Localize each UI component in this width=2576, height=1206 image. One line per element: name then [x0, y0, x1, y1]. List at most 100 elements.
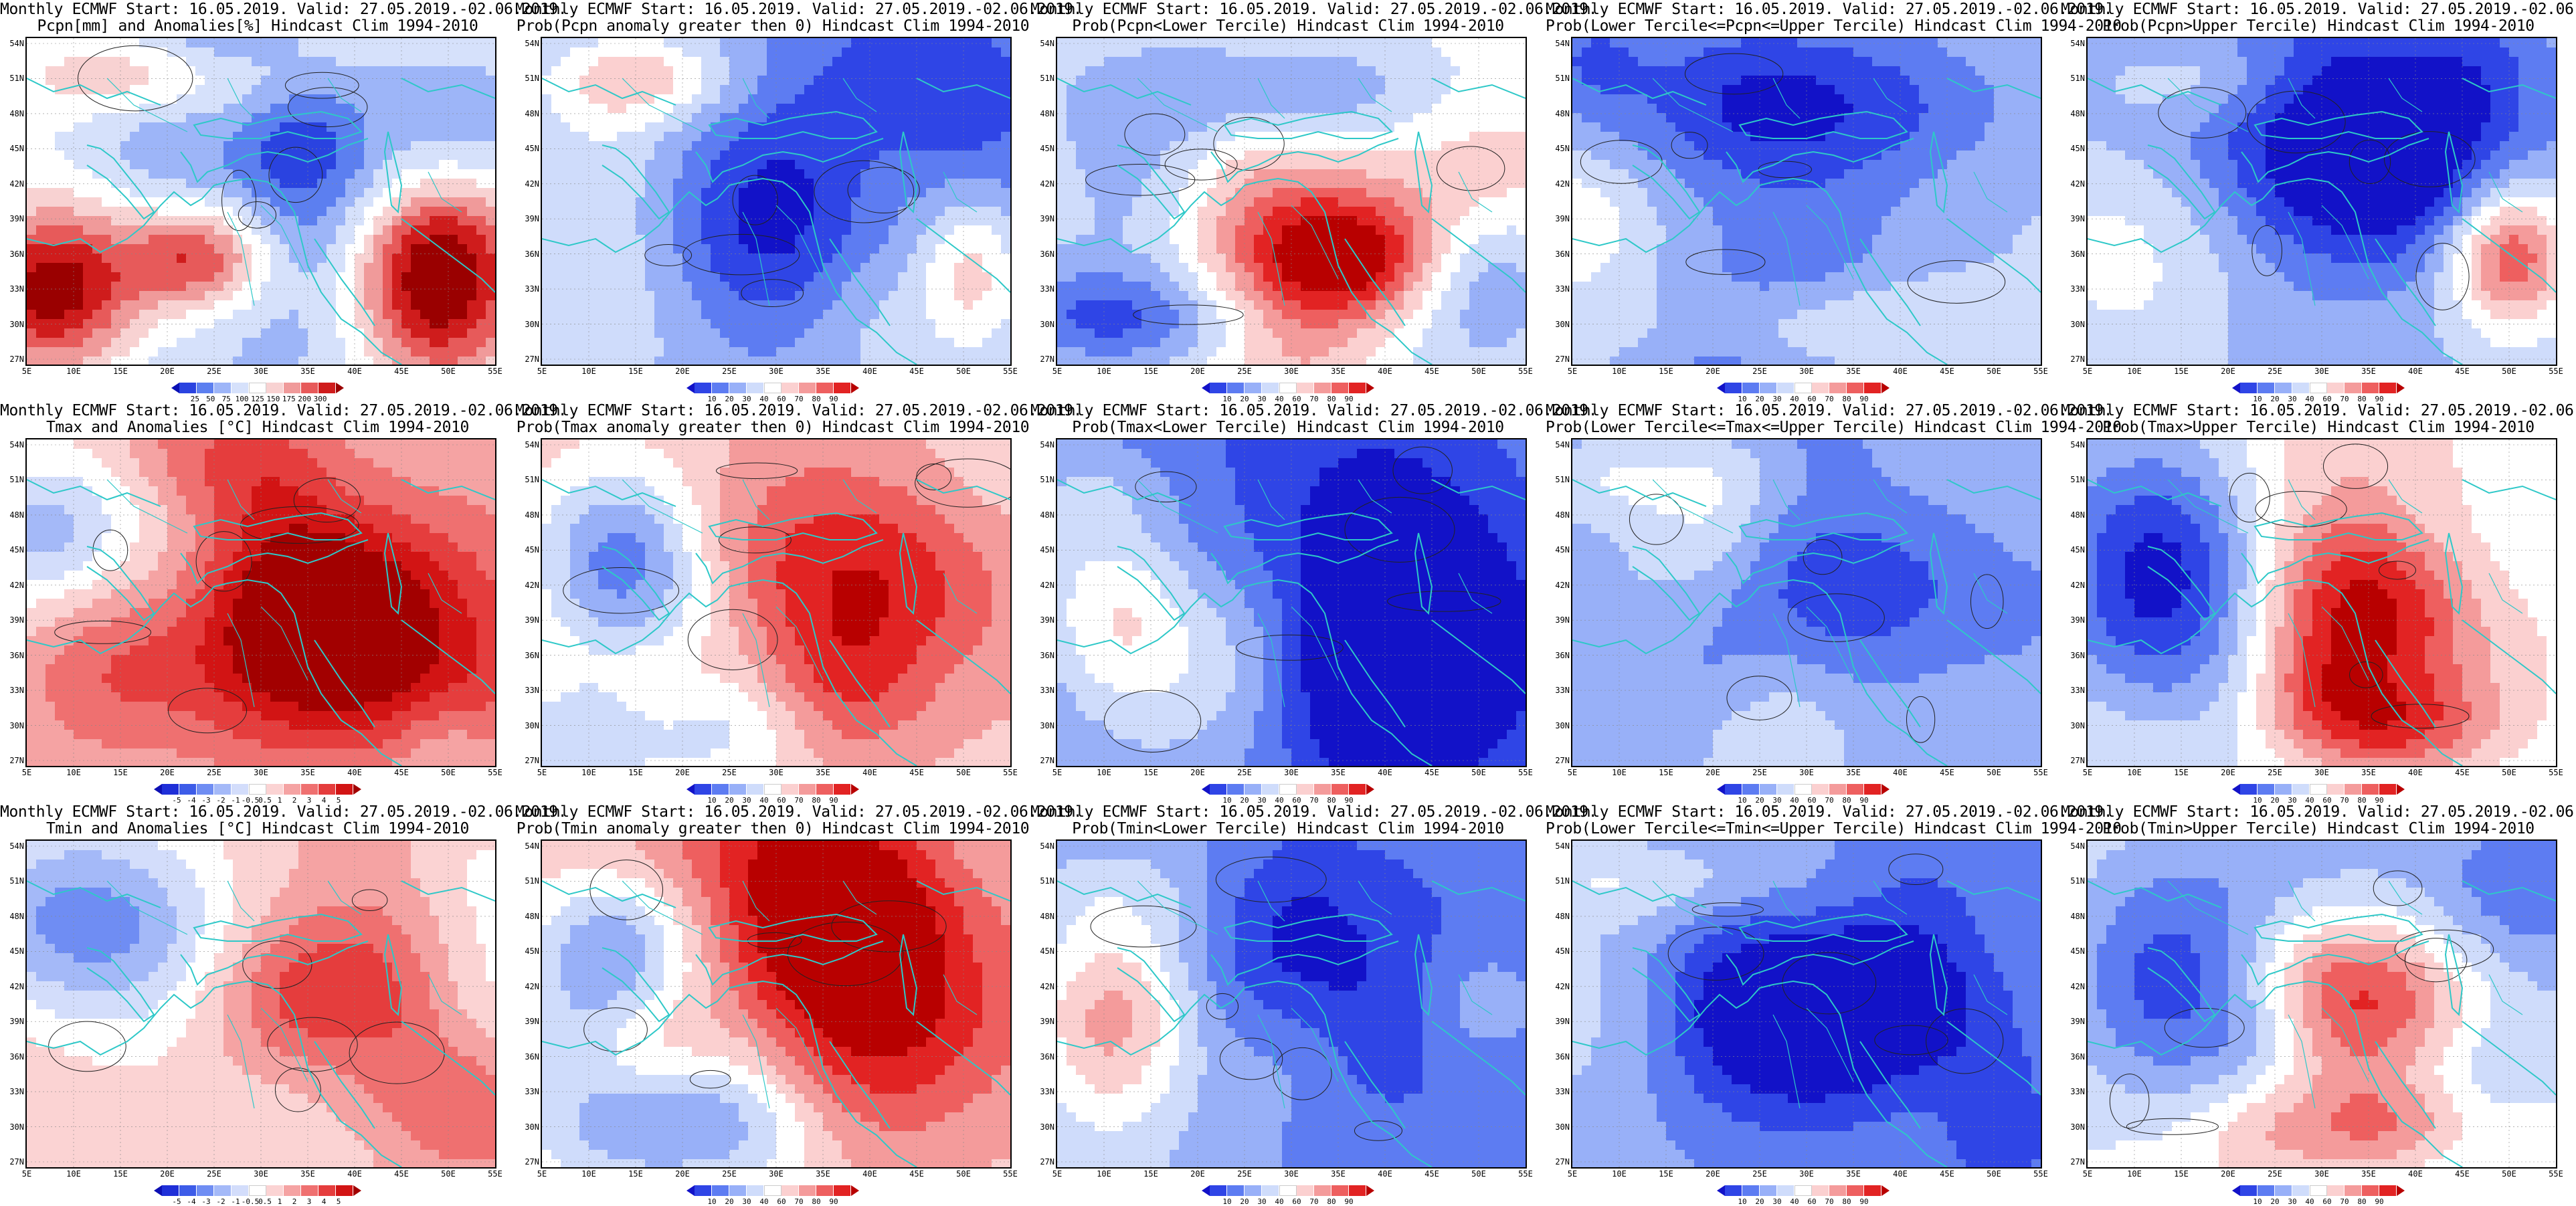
colorbar-swatch [695, 383, 712, 393]
colorbar [154, 1185, 361, 1196]
colorbar-swatch [284, 1185, 301, 1196]
lon-label: 20E [2215, 367, 2241, 376]
lat-label: 30N [519, 1122, 539, 1132]
lat-label: 42N [4, 581, 24, 590]
forecast-panel: Monthly ECMWF Start: 16.05.2019. Valid: … [515, 803, 1030, 1204]
colorbar-swatch [2292, 784, 2310, 795]
forecast-map [541, 839, 1012, 1169]
lat-label: 33N [519, 686, 539, 695]
forecast-map [541, 438, 1012, 767]
lat-label: 45N [1034, 545, 1054, 555]
colorbar-swatch [1314, 784, 1331, 795]
map-field [1572, 38, 2041, 365]
lon-label: 10E [1606, 1169, 1633, 1179]
lon-label: 10E [60, 1169, 87, 1179]
lon-label: 50E [1465, 1169, 1492, 1179]
lat-label: 30N [519, 721, 539, 730]
lat-label: 54N [1550, 39, 1570, 48]
lat-label: 48N [1550, 510, 1570, 520]
lat-label: 42N [519, 581, 539, 590]
lat-label: 27N [1550, 1157, 1570, 1167]
lat-label: 51N [519, 475, 539, 484]
lon-label: 45E [388, 1169, 415, 1179]
lon-label: 40E [2402, 367, 2429, 376]
lon-label: 5E [2074, 768, 2101, 777]
colorbar-swatch [1864, 383, 1881, 393]
lon-label: 10E [60, 768, 87, 777]
lon-label: 55E [2027, 367, 2054, 376]
colorbar-swatch [799, 1185, 816, 1196]
colorbar-swatch [284, 383, 301, 393]
lon-label: 5E [1044, 1169, 1071, 1179]
lon-label: 10E [2121, 1169, 2148, 1179]
colorbar-max-arrow [851, 784, 859, 795]
colorbar-swatch [764, 1185, 781, 1196]
lon-label: 50E [1465, 367, 1492, 376]
colorbar-swatch [1331, 784, 1349, 795]
panel-title-line2: Prob(Pcpn anomaly greater then 0) Hindca… [515, 18, 1030, 35]
colorbar-swatch [2362, 1185, 2379, 1196]
lon-label: 30E [248, 367, 274, 376]
map-field [27, 38, 495, 365]
colorbar-swatch [1742, 383, 1760, 393]
colorbar-max-arrow [1366, 383, 1374, 393]
forecast-panel: Monthly ECMWF Start: 16.05.2019. Valid: … [1546, 0, 2061, 401]
lat-label: 42N [2065, 982, 2085, 991]
map-field [1572, 439, 2041, 766]
lat-label: 45N [2065, 144, 2085, 153]
map-field [542, 38, 1010, 365]
lon-label: 5E [1044, 367, 1071, 376]
lon-label: 25E [1746, 768, 1773, 777]
lon-label: 50E [2496, 768, 2522, 777]
colorbar-swatch [2327, 1185, 2344, 1196]
lon-label: 20E [1184, 1169, 1211, 1179]
lon-label: 25E [716, 1169, 743, 1179]
colorbar-max-arrow [353, 784, 361, 795]
lon-label: 40E [341, 768, 368, 777]
forecast-map [2086, 438, 2557, 767]
lon-label: 5E [2074, 1169, 2101, 1179]
lon-label: 15E [2168, 1169, 2195, 1179]
colorbar-swatch [1812, 383, 1829, 393]
lat-label: 48N [4, 510, 24, 520]
lon-label: 45E [2449, 768, 2476, 777]
lon-label: 10E [2121, 768, 2148, 777]
colorbar-swatch [179, 1185, 197, 1196]
lon-label: 20E [1184, 768, 1211, 777]
colorbar-min-arrow [2232, 1185, 2240, 1196]
lat-label: 54N [1034, 39, 1054, 48]
panel-title-line2: Tmin and Anomalies [°C] Hindcast Clim 19… [0, 821, 515, 837]
colorbar-swatch [266, 1185, 284, 1196]
lat-label: 39N [1550, 1017, 1570, 1026]
colorbar-swatch [1864, 784, 1881, 795]
lat-label: 42N [1550, 982, 1570, 991]
lat-label: 54N [519, 440, 539, 449]
lat-label: 48N [1034, 510, 1054, 520]
colorbar-swatch [729, 383, 747, 393]
colorbar-swatch [197, 383, 214, 393]
lat-label: 36N [519, 651, 539, 660]
lat-label: 36N [2065, 249, 2085, 259]
forecast-panel: Monthly ECMWF Start: 16.05.2019. Valid: … [1030, 401, 1546, 803]
colorbar-swatch [729, 784, 747, 795]
lon-label: 40E [2402, 768, 2429, 777]
lon-label: 40E [2402, 1169, 2429, 1179]
lat-label: 39N [1034, 615, 1054, 625]
colorbar-max-arrow [2397, 383, 2405, 393]
lon-label: 5E [13, 1169, 40, 1179]
colorbar-swatch [232, 383, 249, 393]
map-field [27, 439, 495, 766]
lon-label: 35E [1840, 367, 1867, 376]
lon-label: 10E [1606, 768, 1633, 777]
colorbar-label: 90 [1854, 1197, 1874, 1206]
panel-title-line2: Prob(Tmin anomaly greater then 0) Hindca… [515, 821, 1030, 837]
forecast-panel: Monthly ECMWF Start: 16.05.2019. Valid: … [515, 401, 1030, 803]
lon-label: 55E [1512, 1169, 1539, 1179]
lat-label: 45N [519, 545, 539, 555]
forecast-map [541, 37, 1012, 366]
colorbar-max-arrow [2397, 1185, 2405, 1196]
colorbar-swatch [712, 1185, 729, 1196]
lon-label: 30E [763, 768, 790, 777]
colorbar-swatch [1262, 383, 1279, 393]
lon-label: 55E [2027, 1169, 2054, 1179]
